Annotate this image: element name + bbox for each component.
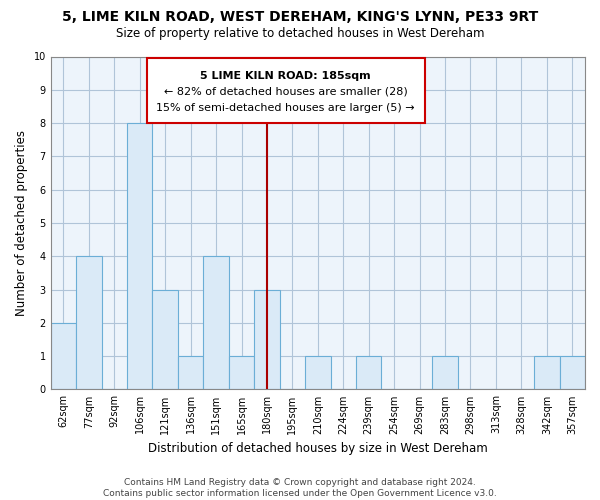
Text: ← 82% of detached houses are smaller (28): ← 82% of detached houses are smaller (28…: [164, 86, 407, 97]
Bar: [76, 256, 101, 390]
Text: Contains HM Land Registry data © Crown copyright and database right 2024.
Contai: Contains HM Land Registry data © Crown c…: [103, 478, 497, 498]
Text: 5 LIME KILN ROAD: 185sqm: 5 LIME KILN ROAD: 185sqm: [200, 72, 371, 82]
Text: 5, LIME KILN ROAD, WEST DEREHAM, KING'S LYNN, PE33 9RT: 5, LIME KILN ROAD, WEST DEREHAM, KING'S …: [62, 10, 538, 24]
FancyBboxPatch shape: [147, 58, 425, 123]
Text: 15% of semi-detached houses are larger (5) →: 15% of semi-detached houses are larger (…: [157, 103, 415, 113]
Bar: [534, 356, 560, 390]
Bar: [229, 356, 254, 390]
Text: Size of property relative to detached houses in West Dereham: Size of property relative to detached ho…: [116, 28, 484, 40]
Bar: [178, 356, 203, 390]
X-axis label: Distribution of detached houses by size in West Dereham: Distribution of detached houses by size …: [148, 442, 488, 455]
Bar: [152, 290, 178, 390]
Bar: [560, 356, 585, 390]
Bar: [127, 123, 152, 390]
Bar: [433, 356, 458, 390]
Bar: [254, 290, 280, 390]
Bar: [203, 256, 229, 390]
Bar: [305, 356, 331, 390]
Bar: [356, 356, 382, 390]
Bar: [50, 323, 76, 390]
Y-axis label: Number of detached properties: Number of detached properties: [15, 130, 28, 316]
